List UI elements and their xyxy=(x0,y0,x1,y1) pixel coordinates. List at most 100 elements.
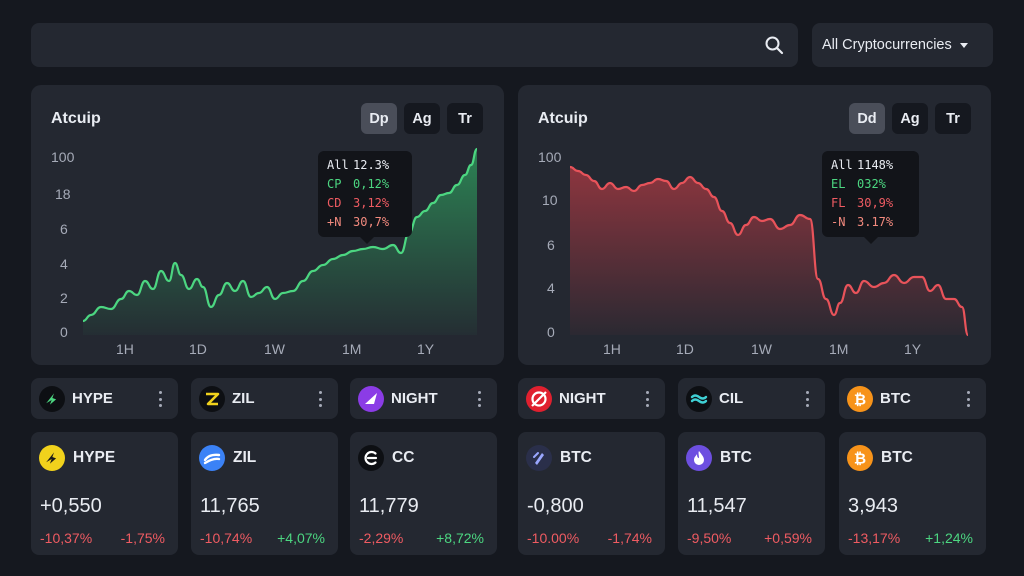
coin-change-secondary: +1,24% xyxy=(925,530,973,546)
tab-ag[interactable]: Ag xyxy=(404,103,440,134)
tab-dd[interactable]: Dd xyxy=(849,103,885,134)
x-tick: 1M xyxy=(342,341,361,357)
tooltip-row: FL 30,9% xyxy=(831,196,894,210)
x-tick: 1H xyxy=(603,341,621,357)
chevron-down-icon xyxy=(959,42,968,48)
coin-card-btc-purple[interactable]: BTC 11,547 -9,50% +0,59% xyxy=(678,432,825,555)
tab-tr[interactable]: Tr xyxy=(447,103,483,134)
tooltip-row: EL 032% xyxy=(831,177,886,191)
x-tick: 1D xyxy=(676,341,694,357)
y-tick: 4 xyxy=(547,280,555,296)
coin-symbol: BTC xyxy=(880,390,911,407)
tooltip-row: CP 0,12% xyxy=(327,177,390,191)
coin-symbol: NIGHT xyxy=(559,390,606,407)
x-tick: 1H xyxy=(116,341,134,357)
coin-price: 11,779 xyxy=(359,495,419,517)
btc-icon: ₿ xyxy=(847,445,873,471)
coin-change-secondary: -1,74% xyxy=(607,530,652,546)
tooltip-row: All 1148% xyxy=(831,158,894,172)
crypto-filter-select[interactable]: All Cryptocurrencies xyxy=(812,23,993,67)
chart-area-fill xyxy=(83,149,477,335)
chart-title: Atcuip xyxy=(538,110,588,127)
y-tick: 2 xyxy=(60,290,68,306)
y-tick: 6 xyxy=(547,237,555,253)
btc-icon: ₿ xyxy=(847,385,873,412)
coin-pill-night[interactable]: NIGHT xyxy=(350,378,497,419)
y-tick: 10 xyxy=(542,192,558,208)
coin-pill-btc[interactable]: ₿ BTC xyxy=(839,378,986,419)
search-icon[interactable] xyxy=(764,35,784,55)
night-red-icon xyxy=(526,385,552,412)
coin-symbol: BTC xyxy=(720,449,752,466)
y-tick: 0 xyxy=(547,324,555,340)
svg-text:₿: ₿ xyxy=(854,450,866,468)
chart-panel-right: Atcuip Dd Ag Tr 100 10 6 4 2 0 1H 1D 1W … xyxy=(518,85,991,365)
coin-symbol: HYPE xyxy=(73,449,116,466)
price-chart-left[interactable]: 100 18 6 4 2 0 1H 1D 1W 1M 1Y xyxy=(31,85,504,365)
night-icon xyxy=(358,385,384,412)
tooltip-row: All 12.3% xyxy=(327,158,390,172)
y-tick: 18 xyxy=(55,186,71,202)
coin-change-primary: -9,50% xyxy=(687,530,732,546)
coin-pill-cil[interactable]: CIL xyxy=(678,378,825,419)
tab-ag[interactable]: Ag xyxy=(892,103,928,134)
coin-change-secondary: -1,75% xyxy=(120,530,165,546)
y-tick: 100 xyxy=(538,149,562,165)
more-menu-icon[interactable] xyxy=(805,391,809,407)
chart-tooltip: All 1148% EL 032% FL 30,9% -N 3.17% xyxy=(822,151,919,244)
cc-icon xyxy=(358,445,384,471)
coin-pill-zil[interactable]: ZIL xyxy=(191,378,338,419)
chart-panel-left: Atcuip Dp Ag Tr 100 18 6 4 2 0 1H 1D 1W … xyxy=(31,85,504,365)
coin-card-zil[interactable]: ZIL 11,765 -10,74% +4,07% xyxy=(191,432,338,555)
y-tick: 6 xyxy=(60,221,68,237)
chart-line xyxy=(82,147,478,323)
coin-card-hype[interactable]: HYPE +0,550 -10,37% -1,75% xyxy=(31,432,178,555)
coin-change-primary: -13,17% xyxy=(848,530,901,546)
tab-tr[interactable]: Tr xyxy=(935,103,971,134)
coin-change-primary: -10.00% xyxy=(527,530,580,546)
hype-icon xyxy=(39,385,65,412)
coin-pill-hype[interactable]: HYPE xyxy=(31,378,178,419)
y-tick: 4 xyxy=(60,256,68,272)
tooltip-row: +N 30,7% xyxy=(327,215,390,229)
chart-title: Atcuip xyxy=(51,110,101,127)
btc-purple-icon xyxy=(686,445,712,471)
coin-card-cc[interactable]: CC 11,779 -2,29% +8,72% xyxy=(350,432,497,555)
zil-icon xyxy=(199,385,225,412)
more-menu-icon[interactable] xyxy=(645,391,649,407)
x-tick: 1Y xyxy=(417,341,435,357)
y-tick: 100 xyxy=(51,149,75,165)
svg-text:₿: ₿ xyxy=(854,390,866,408)
x-tick: 1D xyxy=(189,341,207,357)
coin-price: 3,943 xyxy=(848,495,899,517)
search-input[interactable] xyxy=(31,23,751,67)
coin-change-secondary: +4,07% xyxy=(277,530,325,546)
coin-symbol: HYPE xyxy=(72,390,113,407)
tab-dp[interactable]: Dp xyxy=(361,103,397,134)
coin-card-btc[interactable]: BTC -0,800 -10.00% -1,74% xyxy=(518,432,665,555)
x-tick: 1W xyxy=(264,341,286,357)
chart-area-fill xyxy=(570,167,968,335)
coin-card-btc-orange[interactable]: ₿ BTC 3,943 -13,17% +1,24% xyxy=(839,432,986,555)
chart-tooltip: All 12.3% CP 0,12% CD 3,12% +N 30,7% xyxy=(318,151,412,244)
y-tick: 0 xyxy=(60,324,68,340)
cil-icon xyxy=(686,385,712,412)
tooltip-row: CD 3,12% xyxy=(327,196,390,210)
coin-change-primary: -10,74% xyxy=(200,530,253,546)
more-menu-icon[interactable] xyxy=(158,391,162,407)
filter-selected-label: All Cryptocurrencies xyxy=(822,37,952,53)
coin-symbol: BTC xyxy=(560,449,592,466)
price-chart-right[interactable]: 100 10 6 4 2 0 1H 1D 1W 1M 1Y xyxy=(518,85,991,365)
coin-symbol: BTC xyxy=(881,449,913,466)
coin-price: -0,800 xyxy=(527,495,584,517)
search-bar[interactable] xyxy=(31,23,798,67)
more-menu-icon[interactable] xyxy=(966,391,970,407)
more-menu-icon[interactable] xyxy=(477,391,481,407)
coin-symbol: CIL xyxy=(719,390,744,407)
coin-pill-night-red[interactable]: NIGHT xyxy=(518,378,665,419)
coin-price: +0,550 xyxy=(40,495,102,517)
zil-blue-icon xyxy=(199,445,225,471)
btc-dark-icon xyxy=(526,445,552,471)
x-tick: 1W xyxy=(751,341,773,357)
more-menu-icon[interactable] xyxy=(318,391,322,407)
